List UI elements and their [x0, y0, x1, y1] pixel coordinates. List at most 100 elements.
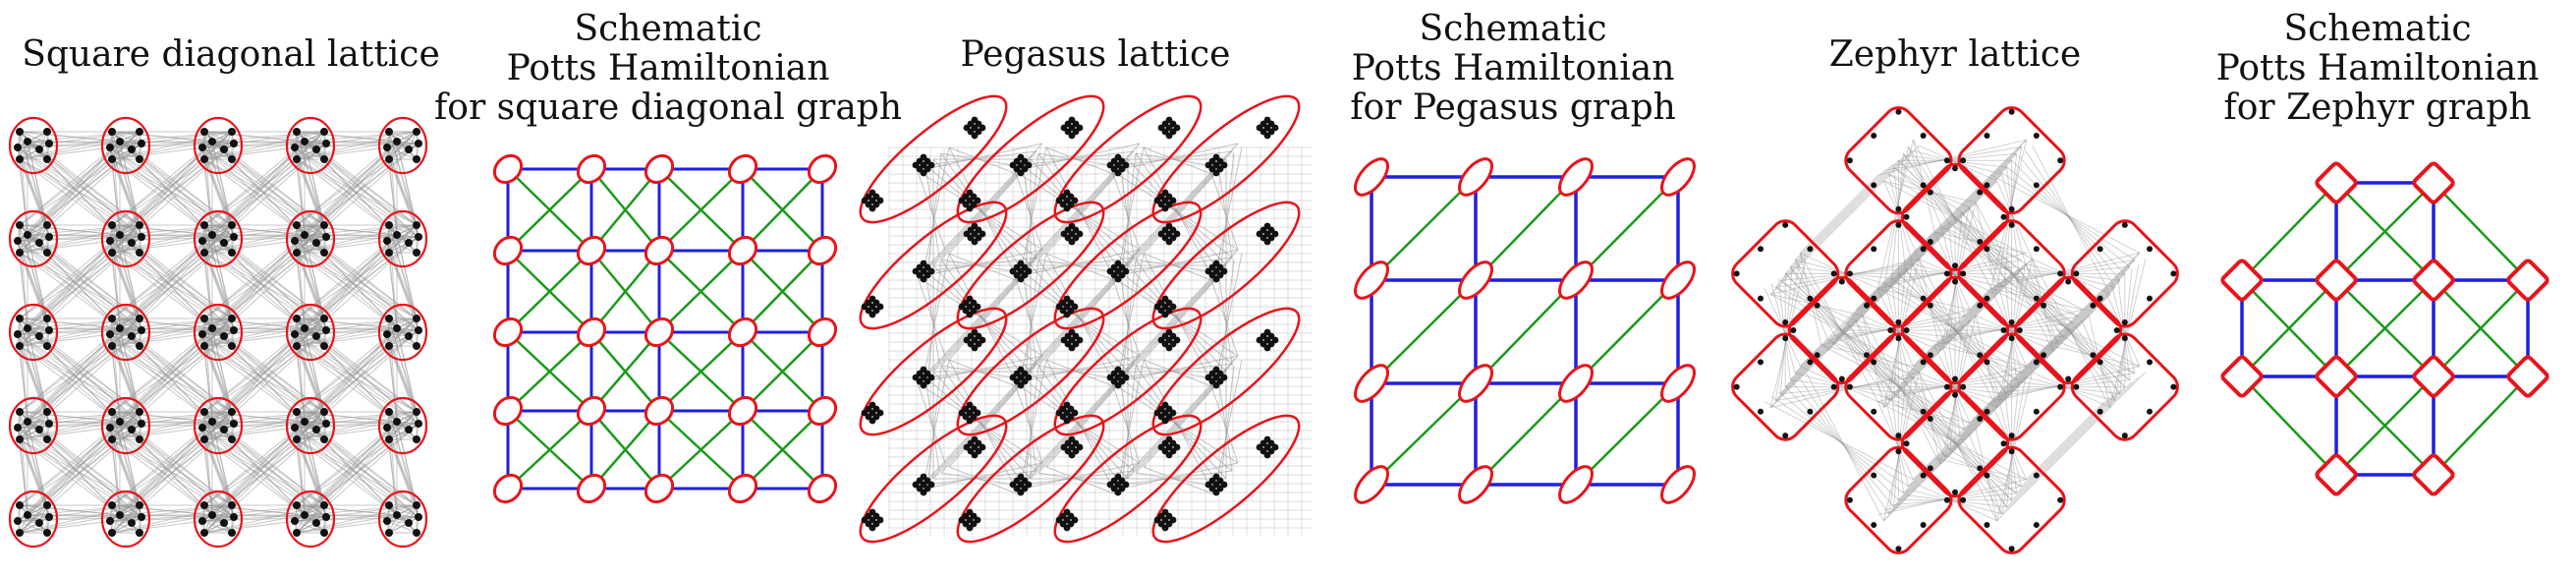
qubit-node [14, 144, 22, 151]
coupler-edge [1119, 470, 1233, 486]
qubit-node [1807, 408, 1814, 415]
coupler-edge [1135, 272, 1221, 367]
coupler-edge [294, 411, 418, 522]
coupler-edge [1903, 391, 2005, 494]
internal-edge [386, 516, 420, 522]
coupler-edge [1045, 359, 1117, 388]
qubit-node [138, 233, 145, 241]
coupler-edge [1968, 206, 2059, 345]
qubit-node [16, 342, 24, 350]
qubit-node [208, 231, 216, 239]
coupler-edge [1944, 319, 1970, 458]
qubit-node [2170, 383, 2177, 390]
coupler-edge [1905, 154, 2007, 168]
coupler-edge [1111, 143, 1239, 172]
diagonal-edge [1371, 279, 1477, 384]
qubit-node [2057, 496, 2064, 503]
qubit-node [14, 424, 22, 432]
coupler-edge [1775, 262, 1913, 288]
coupler-edge [1111, 249, 1239, 278]
cluster-node [2506, 355, 2549, 398]
qubit-node [108, 249, 116, 257]
cluster-node [1458, 364, 1493, 403]
cluster-node [727, 473, 758, 504]
coupler-edge [1777, 278, 1791, 380]
coupler-edge [1784, 273, 1899, 387]
qubit-node [16, 408, 24, 416]
coupler-edge [1947, 221, 2074, 324]
coupler-edge [1775, 376, 1913, 402]
cluster-node [2220, 355, 2264, 398]
qubit-node [291, 330, 299, 338]
qubit-node [405, 519, 413, 527]
qubit-node [383, 237, 391, 245]
title-zephyr-lattice: Zephyr lattice [1729, 35, 2181, 75]
coupler-edge [924, 470, 1037, 486]
coupler-edge [2119, 268, 2133, 394]
qubit-node [200, 501, 208, 509]
qubit-node [1920, 522, 1927, 528]
coupler-edge [1834, 334, 1961, 437]
internal-edge [17, 516, 50, 522]
coupler-edge [2025, 263, 2116, 401]
qubit-node [35, 519, 43, 527]
qubit-node [1807, 246, 1814, 253]
qubit-node [108, 342, 116, 350]
qubit-node [1895, 448, 1902, 455]
coupler-edge [17, 318, 140, 429]
coupler-edge [1905, 267, 2007, 281]
coupler-edge [1769, 293, 1920, 374]
qubit-node [198, 330, 206, 338]
qubit-node [43, 249, 51, 257]
diagonal-edge [590, 331, 660, 412]
qubit-node [1895, 335, 1902, 342]
qubit-node [116, 511, 124, 519]
diagonal-edge [2433, 279, 2529, 377]
diagonal-edge [2241, 376, 2337, 476]
coupler-edge [1014, 462, 1141, 491]
coupler-edge [1891, 278, 2017, 380]
cluster-node [1458, 465, 1493, 504]
cluster-node [644, 473, 675, 504]
cluster-ellipse [859, 201, 1008, 330]
qubit-node [198, 144, 206, 151]
coupler-edge [2004, 266, 2131, 392]
coupler-edge [1883, 259, 2033, 408]
diagonal-edge [2433, 182, 2529, 281]
coupler-edge [1841, 329, 1956, 444]
coupler-edge [201, 224, 325, 335]
qubit-node [320, 342, 328, 350]
coupler-edge [1795, 259, 1885, 284]
coupler-edge [1784, 273, 1899, 387]
qubit-node [1068, 124, 1076, 132]
qubit-node [1782, 318, 1789, 325]
cluster-diamond [2014, 275, 2123, 385]
qubit-node [920, 161, 927, 169]
coupler-edge [1213, 253, 1243, 388]
qubit-node [1846, 270, 1853, 277]
cluster-node [1458, 260, 1493, 300]
coupler-edge [211, 411, 325, 423]
coupler-edge [1905, 166, 2007, 269]
coupler-edge [1037, 378, 1123, 474]
coupler-edge [2117, 278, 2131, 380]
qubit-node [1871, 133, 1877, 139]
coupler-edge [1217, 376, 1233, 472]
internal-edge [386, 240, 418, 254]
coupler-edge [1975, 202, 2054, 352]
diagonal-edge [507, 250, 592, 333]
qubit-node [138, 326, 145, 334]
qubit-node [320, 529, 328, 537]
qubit-node [1114, 161, 1122, 169]
title-line: Zephyr lattice [1828, 34, 2082, 75]
cluster-diamond [1957, 106, 2066, 215]
diagonal-edge [1475, 176, 1577, 281]
coupler-edge [1121, 259, 1137, 380]
qubit-node [200, 342, 208, 350]
qubit-node [383, 424, 391, 432]
qubit-node [1017, 161, 1025, 169]
qubit-node [1871, 522, 1877, 528]
qubit-node [868, 409, 876, 417]
coupler-edge [2004, 164, 2131, 267]
qubit-node [1790, 327, 1797, 333]
